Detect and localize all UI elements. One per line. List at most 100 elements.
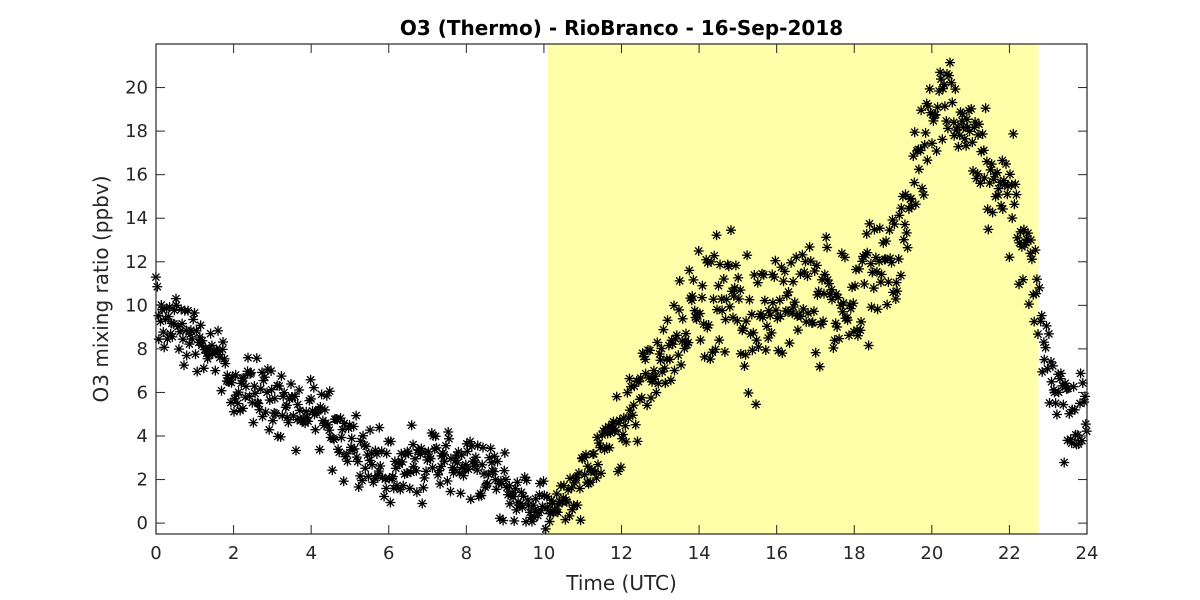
data-point: [751, 335, 762, 346]
data-point: [739, 361, 750, 372]
data-point: [476, 490, 487, 501]
data-point: [291, 445, 301, 456]
data-point: [403, 448, 414, 459]
data-point: [950, 84, 961, 95]
data-point: [233, 387, 244, 398]
data-point: [832, 322, 843, 332]
data-point: [622, 387, 633, 398]
data-point: [1050, 398, 1061, 409]
data-point: [726, 225, 736, 236]
data-point: [290, 391, 300, 402]
data-point: [628, 400, 639, 411]
data-point: [195, 320, 206, 331]
data-point: [987, 207, 998, 218]
data-point: [590, 466, 601, 477]
data-point: [379, 491, 390, 502]
x-axis-ticks: 0 2 4 6 8 10 12 14 16 18 20 22 24: [150, 44, 1098, 564]
data-point: [308, 382, 319, 393]
data-point: [748, 327, 759, 338]
data-point: [489, 451, 500, 462]
data-point: [662, 315, 673, 326]
data-point: [159, 342, 170, 353]
data-point: [967, 137, 978, 148]
data-point: [488, 466, 499, 477]
data-point: [774, 295, 785, 306]
data-point: [711, 230, 722, 241]
data-point: [246, 367, 257, 378]
data-point: [526, 516, 537, 527]
data-point: [1029, 316, 1040, 327]
data-point: [784, 338, 795, 349]
data-point: [930, 109, 941, 120]
data-point: [588, 448, 599, 459]
data-point: [315, 402, 326, 412]
data-point: [375, 461, 386, 471]
data-point: [718, 274, 729, 284]
data-point: [306, 393, 317, 404]
data-point: [498, 515, 509, 526]
data-point: [621, 436, 632, 447]
data-point: [674, 275, 685, 286]
data-point: [1031, 288, 1042, 299]
x-tick-label: 16: [765, 543, 788, 564]
data-point: [651, 387, 662, 398]
data-point: [279, 387, 290, 398]
data-point: [741, 316, 752, 327]
data-point: [705, 354, 716, 365]
data-point: [983, 224, 994, 235]
data-point: [957, 108, 968, 119]
data-point: [465, 494, 476, 505]
data-point: [439, 449, 450, 460]
data-point: [611, 391, 622, 402]
x-tick-label: 6: [383, 543, 394, 564]
data-point: [360, 463, 371, 474]
data-point: [418, 482, 429, 493]
data-point: [676, 359, 687, 370]
data-point: [886, 257, 897, 268]
data-point: [961, 114, 972, 125]
data-point: [747, 345, 758, 356]
data-point: [655, 355, 666, 366]
data-point: [327, 465, 338, 476]
data-point: [152, 281, 163, 292]
data-point: [986, 159, 997, 170]
data-point: [430, 431, 441, 442]
data-point: [251, 353, 262, 364]
data-point: [197, 335, 208, 346]
data-point: [842, 315, 853, 326]
data-point: [301, 406, 312, 417]
data-point: [187, 333, 198, 344]
data-point: [264, 395, 275, 406]
x-tick-label: 8: [461, 543, 472, 564]
x-tick-label: 22: [998, 543, 1021, 564]
data-point: [342, 456, 353, 467]
data-point: [499, 447, 510, 458]
data-point: [715, 259, 725, 270]
data-point: [540, 523, 551, 534]
data-point: [1075, 368, 1086, 379]
data-point: [229, 406, 239, 417]
x-tick-label: 10: [532, 543, 555, 564]
data-point: [937, 134, 948, 145]
data-point: [1037, 366, 1048, 377]
data-point: [220, 358, 231, 369]
data-point: [876, 269, 887, 280]
data-point: [802, 271, 813, 282]
data-point: [1047, 360, 1058, 371]
data-point: [253, 398, 264, 409]
data-point: [848, 298, 859, 309]
data-point: [177, 334, 188, 345]
data-point: [881, 236, 892, 247]
data-point: [538, 476, 549, 487]
data-point: [742, 250, 753, 261]
data-point: [993, 183, 1004, 194]
data-point: [218, 337, 228, 347]
data-point: [856, 316, 867, 327]
data-point: [419, 473, 430, 483]
data-point: [757, 312, 768, 323]
data-point: [720, 314, 731, 325]
data-point: [283, 417, 294, 428]
data-point: [710, 344, 721, 355]
data-point: [1034, 282, 1045, 293]
